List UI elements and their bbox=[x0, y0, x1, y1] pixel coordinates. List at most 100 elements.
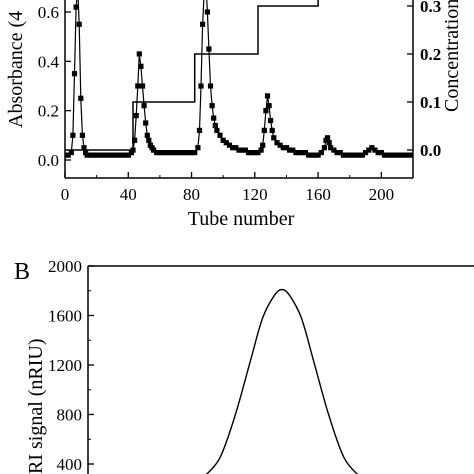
absorbance-point bbox=[242, 147, 248, 153]
absorbance-point bbox=[233, 145, 239, 151]
absorbance-point bbox=[157, 150, 163, 156]
absorbance-point bbox=[283, 145, 290, 151]
absorbance-point bbox=[372, 147, 378, 153]
panel-b-y-tick-label: 400 bbox=[57, 455, 83, 474]
absorbance-point bbox=[109, 152, 116, 158]
panel-a-x-tick-label: 120 bbox=[242, 185, 268, 204]
absorbance-point bbox=[192, 150, 198, 156]
absorbance-point bbox=[353, 152, 359, 158]
panel-a-left-tick-label: 0.0 bbox=[38, 151, 59, 170]
absorbance-point bbox=[207, 83, 214, 89]
absorbance-point bbox=[170, 150, 176, 156]
absorbance-point bbox=[366, 147, 372, 153]
absorbance-point bbox=[188, 150, 195, 156]
absorbance-point bbox=[160, 150, 166, 156]
panel-b-ticks: 400 800 1200 1600 2000 bbox=[48, 257, 94, 474]
panel-a-right-tick-label: 0.3 bbox=[420, 0, 441, 16]
absorbance-point bbox=[200, 21, 206, 27]
absorbance-point bbox=[220, 137, 226, 143]
absorbance-point bbox=[97, 152, 103, 158]
absorbance-point bbox=[87, 152, 93, 158]
absorbance-point bbox=[378, 150, 384, 156]
absorbance-point bbox=[214, 127, 220, 133]
absorbance-point bbox=[133, 113, 139, 119]
absorbance-point bbox=[260, 142, 266, 148]
panel-a-left-tick-label: 0.2 bbox=[38, 102, 59, 121]
absorbance-point bbox=[125, 152, 131, 158]
panel-b-y-tick-label: 800 bbox=[57, 406, 83, 425]
absorbance-point bbox=[266, 103, 272, 109]
panel-a-x-tick-label: 40 bbox=[120, 185, 137, 204]
absorbance-point bbox=[119, 152, 125, 158]
absorbance-point bbox=[230, 145, 236, 151]
absorbance-point bbox=[315, 152, 321, 158]
absorbance-point bbox=[261, 127, 267, 133]
absorbance-point bbox=[206, 46, 212, 52]
absorbance-point bbox=[204, 9, 210, 15]
absorbance-point bbox=[397, 152, 403, 158]
absorbance-point bbox=[369, 145, 375, 151]
panel-a-x-tick-label: 80 bbox=[183, 185, 200, 204]
absorbance-point bbox=[340, 152, 346, 158]
absorbance-point bbox=[269, 127, 275, 133]
absorbance-point bbox=[65, 152, 71, 158]
absorbance-point bbox=[73, 4, 79, 10]
absorbance-point bbox=[337, 150, 343, 156]
absorbance-point bbox=[141, 103, 147, 109]
absorbance-point bbox=[116, 152, 122, 158]
absorbance-point bbox=[375, 150, 381, 156]
absorbance-point bbox=[347, 152, 353, 158]
panel-a-right-axis-title: Concentration o bbox=[441, 0, 463, 112]
absorbance-point bbox=[309, 152, 315, 158]
absorbance-point bbox=[173, 150, 179, 156]
panel-a-x-tick-label: 0 bbox=[61, 185, 70, 204]
panel-a-right-tick-label: 0.1 bbox=[420, 93, 441, 112]
absorbance-point bbox=[268, 117, 274, 124]
absorbance-point bbox=[136, 51, 142, 57]
absorbance-point bbox=[296, 150, 302, 156]
absorbance-point bbox=[326, 140, 332, 146]
absorbance-point bbox=[290, 147, 296, 153]
absorbance-series-line bbox=[65, 0, 410, 156]
absorbance-point bbox=[249, 150, 255, 156]
absorbance-point bbox=[196, 127, 203, 133]
absorbance-point bbox=[359, 152, 365, 158]
panel-a-x-axis-title: Tube number bbox=[188, 208, 295, 230]
absorbance-point bbox=[195, 145, 201, 151]
absorbance-point bbox=[381, 152, 388, 158]
absorbance-point bbox=[100, 152, 106, 158]
panel-a-left-tick-label: 0.4 bbox=[38, 52, 60, 71]
absorbance-point bbox=[407, 152, 413, 158]
absorbance-point bbox=[176, 150, 182, 156]
absorbance-point bbox=[217, 132, 223, 138]
absorbance-point bbox=[132, 137, 138, 143]
absorbance-point bbox=[198, 83, 204, 89]
panel-a-x-tick-label: 200 bbox=[369, 185, 395, 204]
absorbance-point bbox=[239, 147, 245, 153]
absorbance-point bbox=[245, 150, 252, 156]
absorbance-point bbox=[263, 108, 269, 114]
absorbance-point bbox=[212, 122, 218, 129]
absorbance-point bbox=[151, 147, 157, 153]
absorbance-point bbox=[356, 152, 362, 158]
absorbance-point bbox=[404, 152, 410, 158]
panel-a-right-tick-label: 0.2 bbox=[420, 45, 441, 64]
absorbance-point bbox=[264, 93, 271, 99]
absorbance-point bbox=[318, 150, 324, 156]
absorbance-point bbox=[122, 152, 128, 158]
absorbance-point bbox=[252, 150, 258, 156]
panel-a-left-tick-label: 0.6 bbox=[38, 3, 59, 22]
absorbance-point bbox=[277, 142, 283, 148]
panel-b-chart: B 400 800 1200 1600 2000 RI signal (nRIU) bbox=[14, 257, 474, 474]
absorbance-point bbox=[185, 150, 191, 156]
panel-a-chart: 0 40 80 120 160 200 0.0 0.2 0.4 0.6 0.0 0.1 0.2 0.3 T… bbox=[5, 0, 463, 230]
absorbance-point bbox=[287, 147, 293, 153]
absorbance-point bbox=[106, 152, 112, 158]
absorbance-point bbox=[68, 150, 74, 156]
absorbance-point bbox=[84, 152, 90, 158]
panel-a-x-tick-label: 160 bbox=[305, 185, 331, 204]
panel-b-label: B bbox=[14, 259, 30, 285]
absorbance-point bbox=[76, 21, 82, 27]
panel-b-y-axis-title: RI signal (nRIU) bbox=[25, 338, 47, 474]
